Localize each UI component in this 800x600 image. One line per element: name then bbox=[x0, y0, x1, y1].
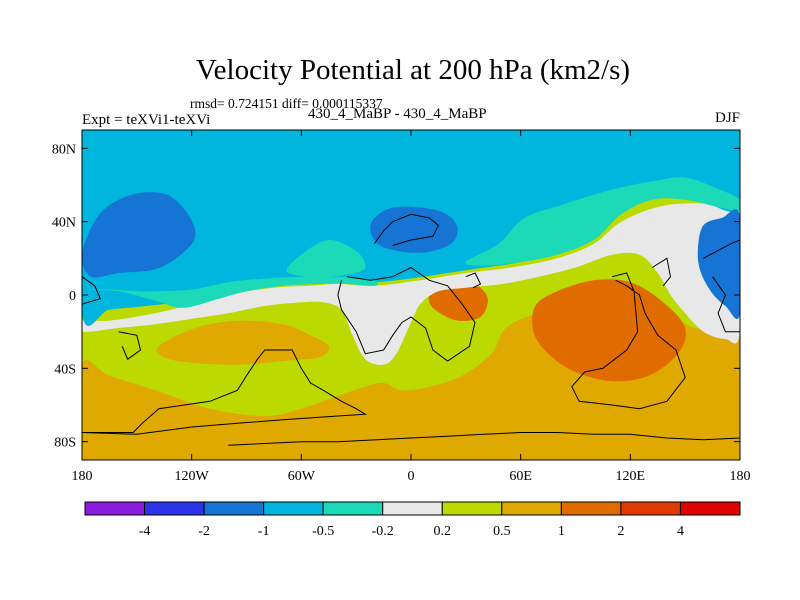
x-tick-label: 120E bbox=[616, 469, 646, 484]
colorbar-level-label: 0.5 bbox=[493, 524, 511, 539]
land-outline-layer bbox=[82, 213, 740, 446]
y-tick-label: 0 bbox=[69, 289, 76, 304]
x-tick-label: 180 bbox=[72, 469, 93, 484]
colorbar-swatch bbox=[560, 501, 622, 516]
contour-region-pacific-teal-band bbox=[465, 177, 740, 266]
colorbar-level-label: -1 bbox=[258, 524, 270, 539]
x-tick-label: 0 bbox=[408, 469, 415, 484]
land-outline-arabia-outline bbox=[465, 272, 482, 289]
land-outline-antarctic-coast-outline bbox=[228, 432, 740, 446]
colorbar-swatch bbox=[322, 501, 384, 516]
season-label: DJF bbox=[714, 110, 740, 126]
contour-region-central-orange-blob bbox=[156, 320, 330, 365]
contour-region-north-teal-band bbox=[82, 276, 379, 308]
colorbar-level-label: -2 bbox=[198, 524, 210, 539]
contour-region-india-orange-blob bbox=[428, 280, 488, 321]
colorbar-swatch bbox=[144, 501, 205, 516]
land-outline-new-zealand-outline bbox=[652, 257, 672, 287]
x-tick-label: 120W bbox=[175, 469, 210, 484]
x-tick-label: 60E bbox=[509, 469, 532, 484]
colorbar-level-label: -0.5 bbox=[312, 524, 334, 539]
colorbar-level-label: -4 bbox=[139, 524, 151, 539]
colorbar-swatch bbox=[679, 501, 741, 516]
axis-ticks: 180 120W 60W 0 60E 120E 180 80N 40N 0 40S 80S bbox=[52, 130, 751, 484]
land-outline-indonesia-australia-outline bbox=[571, 272, 686, 410]
y-tick-label: 40S bbox=[54, 362, 76, 377]
x-tick-label: 60W bbox=[288, 469, 316, 484]
x-tick-label: 180 bbox=[730, 469, 751, 484]
land-outline-asia-outline bbox=[373, 213, 440, 246]
contour-region-indian-ocean-orange-blob bbox=[532, 279, 686, 382]
contour-region-north-pacific-blue bbox=[82, 192, 196, 278]
land-outline-africa-outline bbox=[337, 266, 476, 362]
y-tick-label: 80S bbox=[54, 436, 76, 451]
contour-fill-layer bbox=[82, 130, 740, 460]
colorbar-swatch bbox=[84, 501, 146, 516]
colorbar-level-label: -0.2 bbox=[372, 524, 394, 539]
contour-region-east-pacific-blue bbox=[697, 209, 740, 320]
experiment-label: Expt = teXVi1-teXVi bbox=[82, 112, 211, 128]
land-outline-west-edge-outline bbox=[82, 276, 101, 305]
colorbar-level-label: 4 bbox=[677, 524, 684, 539]
colorbar-level-label: 0.2 bbox=[434, 524, 452, 539]
colorbar-swatch bbox=[263, 501, 324, 516]
colorbar: -4 -2 -1 -0.5 -0.2 0.2 0.5 1 2 4 bbox=[84, 501, 741, 539]
contour-region-asia-blue bbox=[370, 206, 458, 253]
contour-region-atlantic-teal-blob bbox=[286, 239, 366, 277]
colorbar-level-label: 2 bbox=[617, 524, 624, 539]
colorbar-swatch bbox=[501, 501, 562, 516]
y-tick-label: 40N bbox=[52, 216, 76, 231]
colorbar-swatch bbox=[203, 501, 265, 516]
cases-label: 430_4_MaBP - 430_4_MaBP bbox=[308, 106, 487, 122]
stats-label: rmsd= 0.724151 diff= 0.000115337 bbox=[190, 96, 383, 111]
land-outline-south-america-north-outline bbox=[118, 331, 142, 360]
colorbar-swatch bbox=[382, 501, 443, 516]
colorbar-level-label: 1 bbox=[558, 524, 565, 539]
y-tick-label: 80N bbox=[52, 142, 76, 157]
page-title: Velocity Potential at 200 hPa (km2/s) bbox=[195, 54, 631, 86]
contour-region-northern-white-band bbox=[82, 200, 740, 365]
land-outline-east-edge-outline bbox=[703, 239, 740, 333]
colorbar-swatch bbox=[441, 501, 503, 516]
colorbar-swatch bbox=[620, 501, 681, 516]
land-outline-south-america-outline bbox=[82, 349, 367, 435]
